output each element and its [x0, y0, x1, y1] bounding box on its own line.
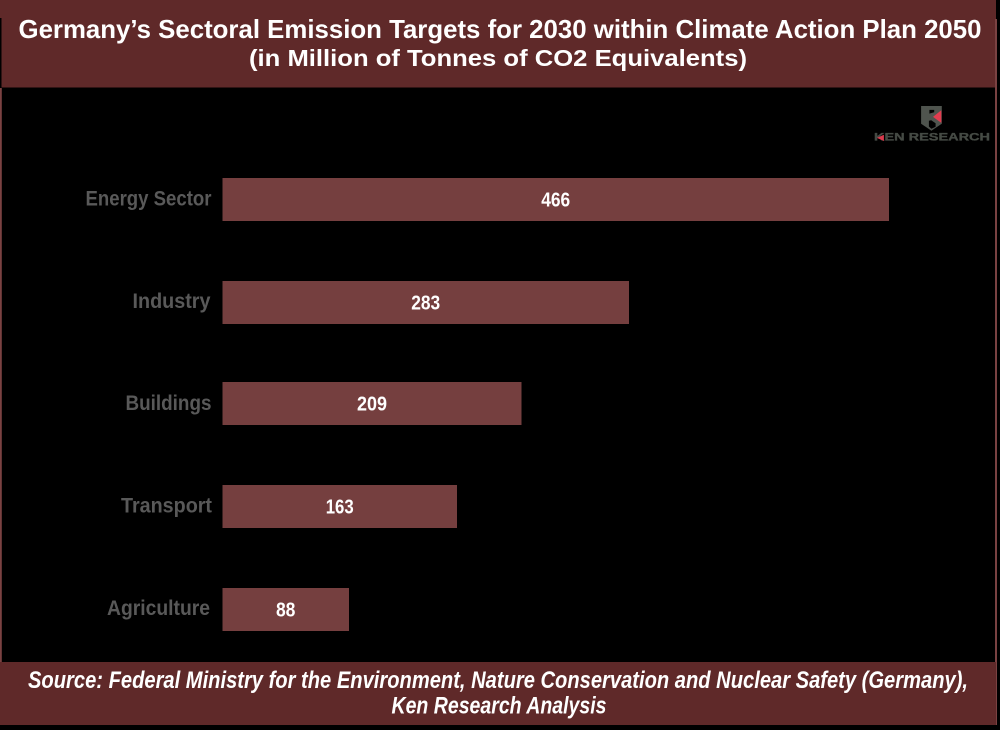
svg-text:283: 283 — [411, 293, 440, 315]
svg-text:(in Million of Tonnes of CO2 E: (in Million of Tonnes of CO2 Equivalents… — [249, 45, 747, 71]
svg-text:Agriculture: Agriculture — [107, 597, 210, 620]
svg-text:Industry: Industry — [133, 290, 211, 313]
svg-text:Buildings: Buildings — [126, 392, 212, 415]
svg-text:Transport: Transport — [121, 495, 212, 518]
svg-text:466: 466 — [541, 190, 570, 212]
svg-text:88: 88 — [276, 600, 296, 622]
svg-text:Ken Research Analysis: Ken Research Analysis — [392, 693, 607, 720]
svg-text:209: 209 — [357, 394, 387, 416]
svg-text:Source: Federal Ministry for t: Source: Federal Ministry for the Environ… — [28, 667, 968, 694]
svg-text:Germany’s Sectoral Emission Ta: Germany’s Sectoral Emission Targets for … — [19, 14, 982, 44]
svg-text:Energy Sector: Energy Sector — [86, 188, 212, 211]
svg-text:KEN RESEARCH: KEN RESEARCH — [874, 132, 990, 144]
svg-text:163: 163 — [326, 497, 354, 519]
